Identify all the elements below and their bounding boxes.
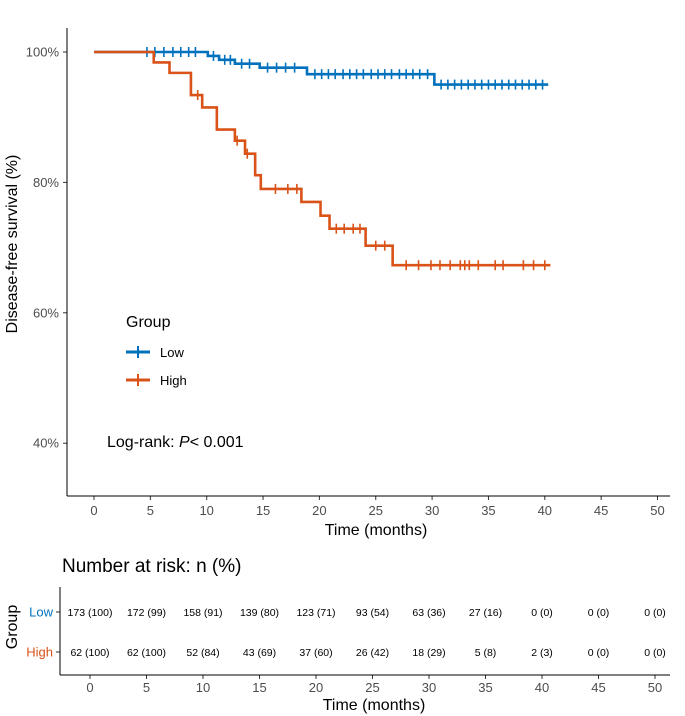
y-axis-title: Disease-free survival (%) [4,155,21,334]
y-tick-label: 40% [33,436,59,451]
risk-x-tick-label: 30 [422,680,436,695]
log-rank-annotation: Log-rank: P< 0.001 [107,434,244,451]
risk-cell: 63 (36) [412,607,445,619]
risk-x-tick-label: 25 [365,680,379,695]
risk-cell: 139 (80) [240,607,279,619]
x-tick-label: 40 [538,503,552,518]
risk-x-tick-label: 40 [535,680,549,695]
risk-cell: 27 (16) [469,607,502,619]
risk-x-tick-label: 10 [196,680,210,695]
x-tick-label: 50 [650,503,664,518]
risk-cell: 62 (100) [70,647,109,659]
risk-cell: 172 (99) [127,607,166,619]
y-tick-label: 100% [26,45,60,60]
log-rank-prefix: Log-rank: [107,434,179,451]
risk-cell: 0 (0) [588,647,610,659]
risk-cell: 2 (3) [531,647,553,659]
risk-cell: 0 (0) [588,607,610,619]
x-tick-label: 0 [90,503,97,518]
x-tick-label: 35 [481,503,495,518]
risk-cell: 26 (42) [356,647,389,659]
risk-cell: 5 (8) [475,647,497,659]
legend-low-label: Low [160,345,184,360]
x-tick-label: 10 [199,503,213,518]
risk-cell: 0 (0) [644,647,666,659]
log-rank-value: < 0.001 [190,434,244,451]
risk-x-tick-label: 15 [252,680,266,695]
risk-x-tick-label: 0 [86,680,93,695]
survival-curves [94,47,551,271]
legend-title: Group [126,314,171,331]
risk-cell: 123 (71) [296,607,335,619]
risk-group-label: Low [29,605,53,620]
x-axis-title: Time (months) [325,522,428,539]
risk-table: Number at risk: n (%) Group Low 173 (100)… [4,556,670,714]
risk-x-tick-label: 45 [591,680,605,695]
risk-x-tick-label: 50 [648,680,662,695]
risk-cell: 62 (100) [127,647,166,659]
risk-cell: 0 (0) [531,607,553,619]
x-tick-label: 15 [256,503,270,518]
risk-x-tick-label: 35 [478,680,492,695]
risk-group-label: High [26,645,53,660]
risk-cell: 18 (29) [412,647,445,659]
x-tick-label: 25 [369,503,383,518]
risk-cell: 37 (60) [299,647,332,659]
y-tick-label: 60% [33,305,59,320]
risk-table-title: Number at risk: n (%) [62,556,241,577]
risk-cell: 0 (0) [644,607,666,619]
x-tick-label: 30 [425,503,439,518]
y-tick-label: 80% [33,175,59,190]
legend-high-label: High [160,373,187,388]
x-tick-label: 20 [312,503,326,518]
curve-low [94,50,549,86]
risk-rows: Low 173 (100) 172 (99) 158 (91) 139 (80) 123 … [26,605,666,660]
x-axis-ticks: 0 5 10 15 20 25 30 35 40 45 50 [90,496,665,518]
legend: Group Low High [126,314,187,388]
x-tick-label: 5 [147,503,154,518]
risk-cell: 52 (84) [186,647,219,659]
risk-cell: 158 (91) [183,607,222,619]
risk-cell: 173 (100) [68,607,113,619]
risk-x-axis-ticks: 0 5 10 15 20 25 30 35 40 45 50 [86,675,662,695]
risk-x-tick-label: 5 [143,680,150,695]
km-plot: Disease-free survival (%) 40%60%80%100% … [4,28,670,539]
risk-x-axis-title: Time (months) [323,697,426,714]
log-rank-p: P [179,434,190,451]
risk-cell: 43 (69) [243,647,276,659]
y-axis-ticks: 40% 60% 80% 100% [26,45,67,451]
risk-y-axis-title: Group [4,605,21,650]
x-tick-label: 45 [594,503,608,518]
risk-x-tick-label: 20 [309,680,323,695]
risk-cell: 93 (54) [356,607,389,619]
